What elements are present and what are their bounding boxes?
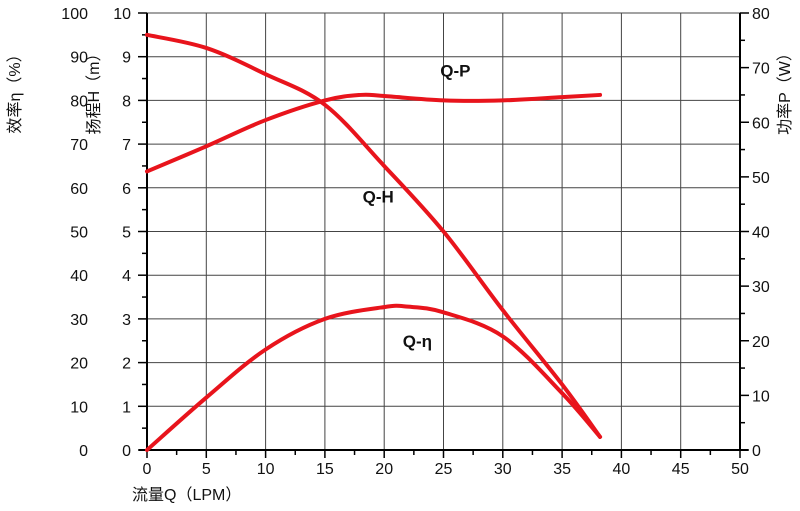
power-tick-label: 30 — [752, 279, 770, 296]
head-tick-label: 0 — [122, 443, 131, 460]
x-axis-title: 流量Q（LPM） — [132, 486, 241, 504]
x-tick-label: 35 — [553, 461, 571, 478]
power-tick-label: 50 — [752, 170, 770, 187]
efficiency-tick-label: 20 — [70, 356, 88, 373]
head-tick-label: 5 — [122, 225, 131, 242]
x-tick-label: 40 — [613, 461, 631, 478]
curves: Q-H Q-P Q-η — [145, 32, 603, 452]
head-tick-label: 10 — [113, 6, 131, 23]
x-tick-label: 45 — [672, 461, 690, 478]
axes — [138, 12, 749, 458]
x-tick-label: 15 — [316, 461, 334, 478]
head-tick-label: 1 — [122, 399, 131, 416]
efficiency-tick-label: 100 — [61, 6, 88, 23]
head-tick-label: 7 — [122, 137, 131, 154]
head-tick-label: 2 — [122, 356, 131, 373]
efficiency-tick-label: 80 — [70, 93, 88, 110]
curve-label: Q-P — [440, 61, 470, 80]
y-axis-title-efficiency: 效率η（%） — [6, 46, 24, 133]
tick-labels: 0 5 10 15 20 25 30 35 40 45 5001234567891001020304… — [61, 6, 770, 478]
y-axis-title-power: 功率P（W） — [776, 45, 794, 135]
efficiency-tick-label: 40 — [70, 268, 88, 285]
power-tick-label: 60 — [752, 115, 770, 132]
power-tick-label: 10 — [752, 388, 770, 405]
x-tick-label: 50 — [731, 461, 749, 478]
x-tick-label: 0 — [143, 461, 152, 478]
power-tick-label: 70 — [752, 61, 770, 78]
efficiency-tick-label: 50 — [70, 225, 88, 242]
x-tick-label: 30 — [494, 461, 512, 478]
power-tick-label: 0 — [752, 443, 761, 460]
y-axis-title-head: 扬程H（m） — [85, 46, 103, 135]
efficiency-tick-label: 0 — [79, 443, 88, 460]
head-tick-label: 9 — [122, 50, 131, 67]
efficiency-tick-label: 60 — [70, 181, 88, 198]
curve-Q-P — [145, 92, 603, 174]
power-tick-label: 40 — [752, 225, 770, 242]
power-tick-label: 80 — [752, 6, 770, 23]
head-tick-label: 4 — [122, 268, 131, 285]
power-tick-label: 20 — [752, 334, 770, 351]
efficiency-tick-label: 10 — [70, 399, 88, 416]
x-tick-label: 25 — [435, 461, 453, 478]
efficiency-tick-label: 90 — [70, 50, 88, 67]
curve-Q-H — [145, 32, 603, 439]
efficiency-tick-label: 70 — [70, 137, 88, 154]
head-tick-label: 6 — [122, 181, 131, 198]
efficiency-tick-label: 30 — [70, 312, 88, 329]
x-tick-label: 20 — [375, 461, 393, 478]
curve-label: Q-η — [403, 332, 432, 351]
head-tick-label: 3 — [122, 312, 131, 329]
x-tick-label: 5 — [202, 461, 211, 478]
curve-Q-η — [145, 303, 603, 452]
curve-label: Q-H — [363, 188, 394, 207]
head-tick-label: 8 — [122, 93, 131, 110]
x-tick-label: 10 — [257, 461, 275, 478]
